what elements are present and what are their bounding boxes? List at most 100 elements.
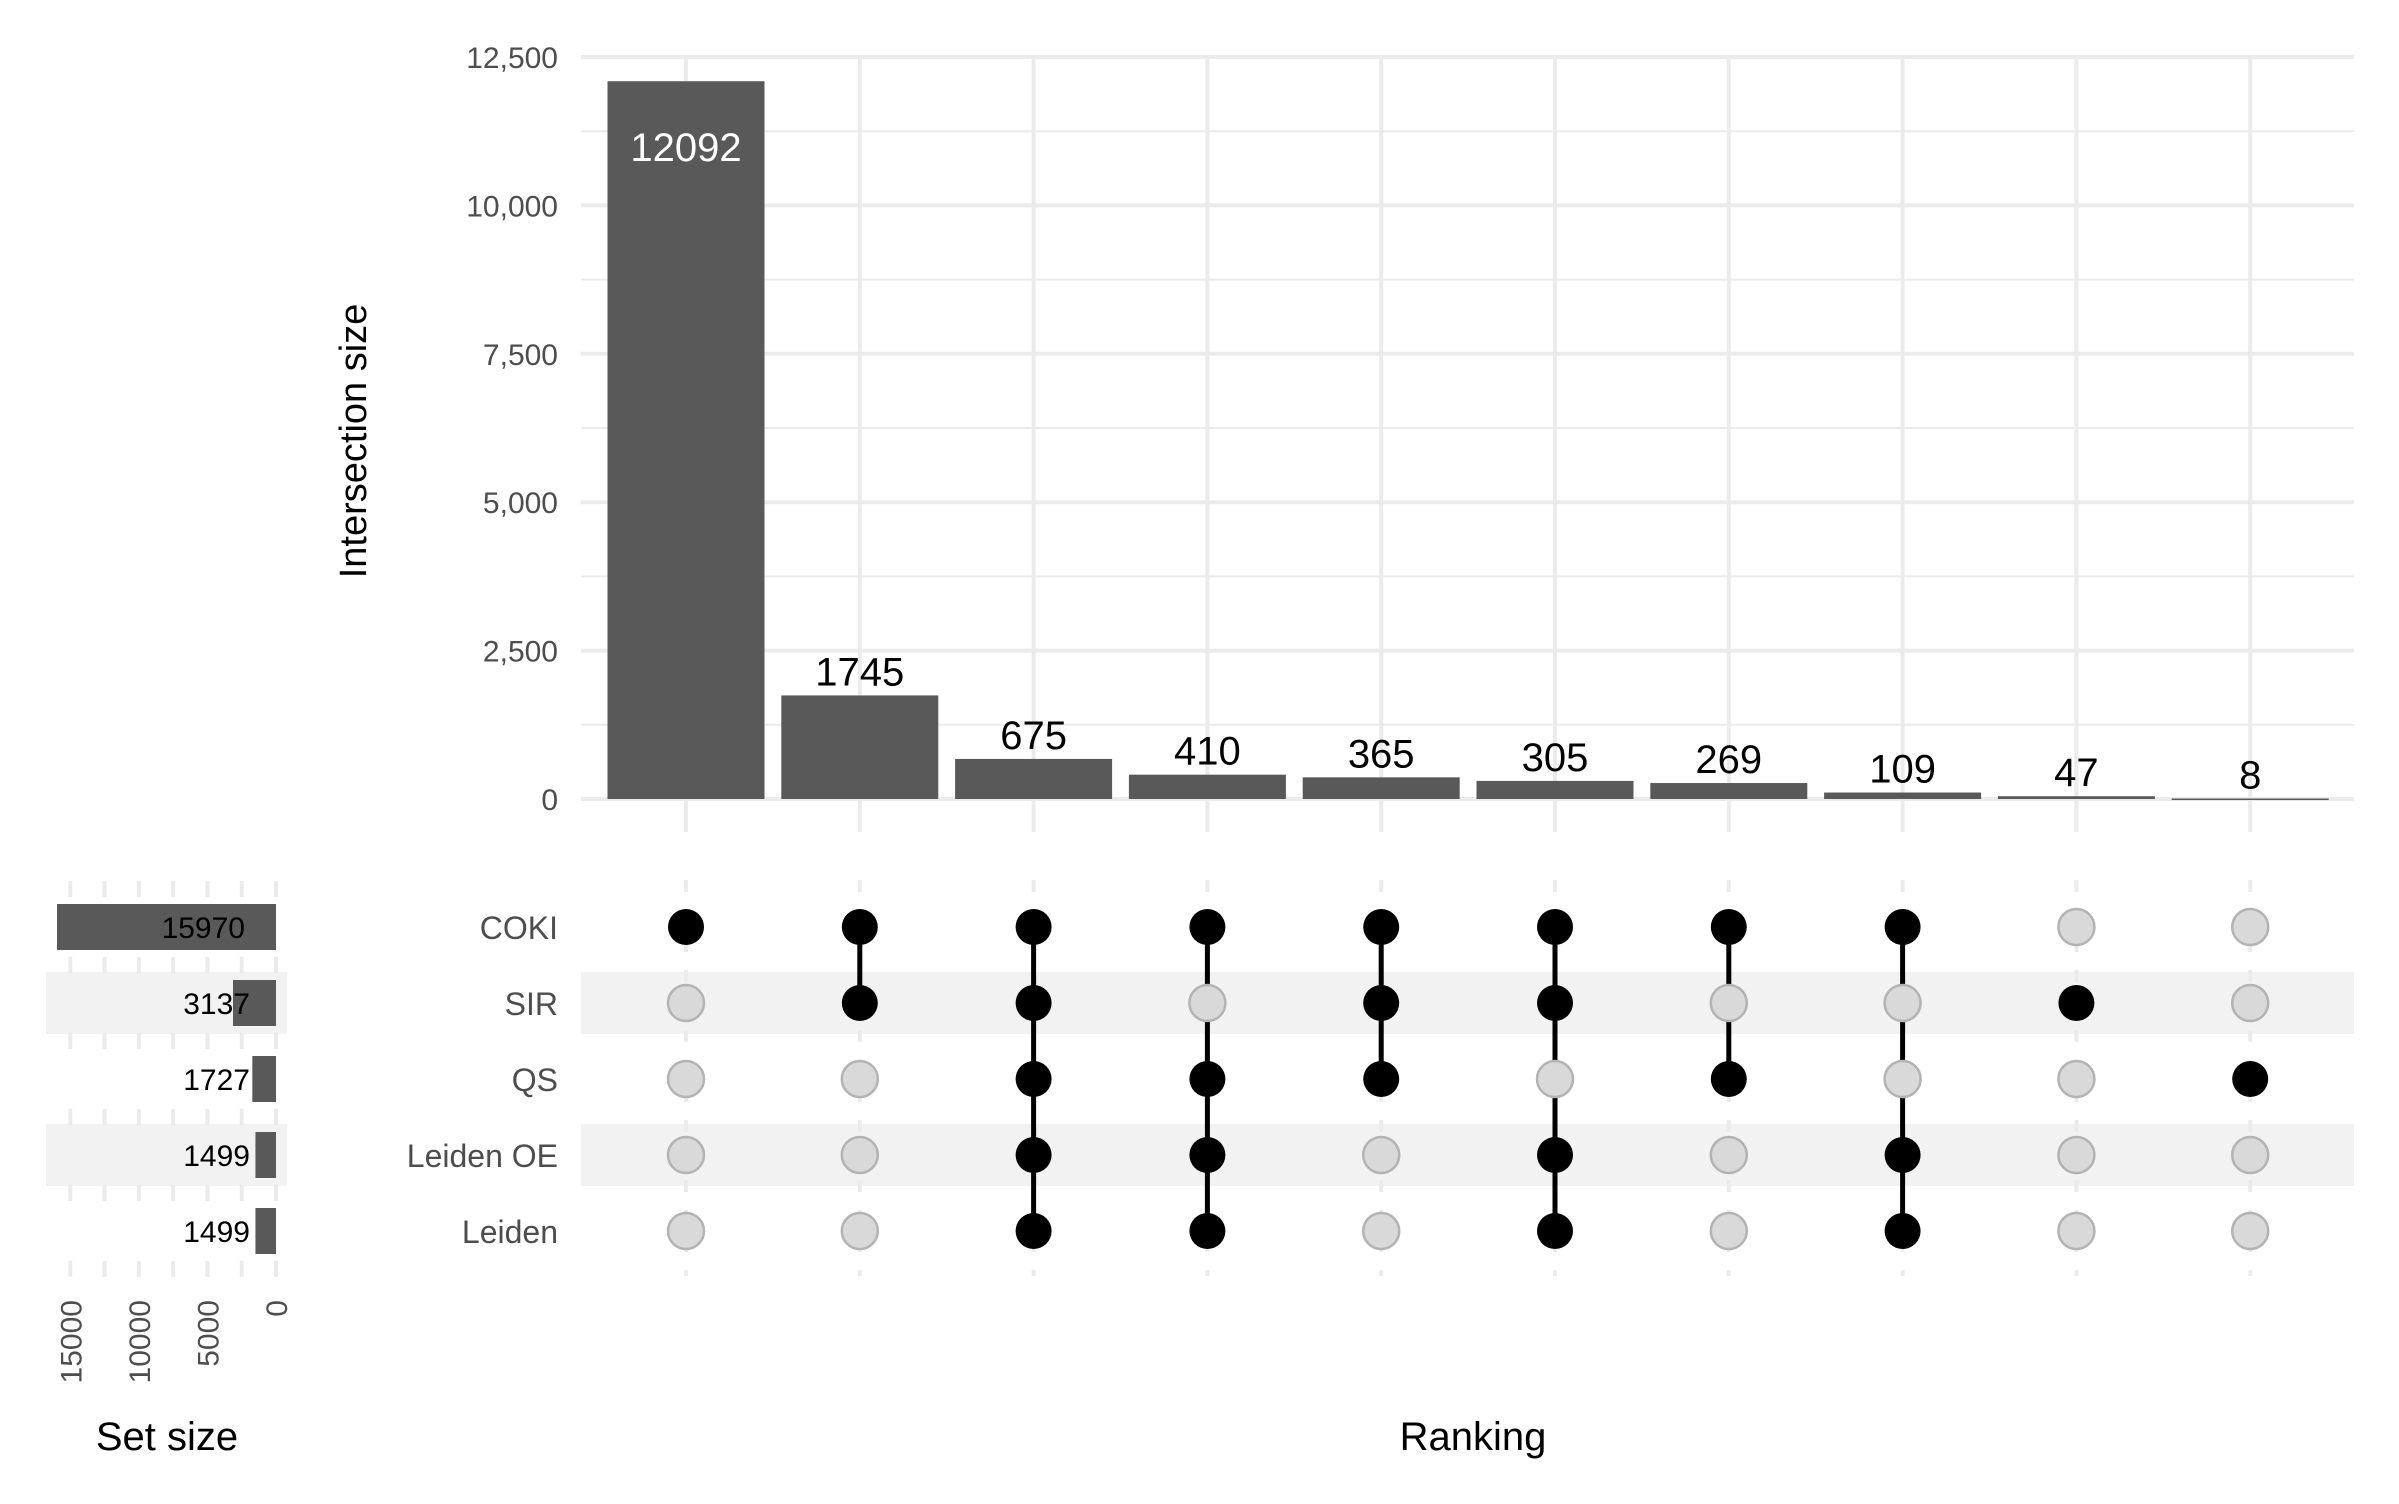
set-size-tick-label: 15000 xyxy=(55,1300,88,1383)
set-size-tick-label: 5000 xyxy=(192,1300,225,1367)
intersection-bar xyxy=(607,81,765,800)
matrix-dot-inactive xyxy=(1883,1059,1922,1099)
y-tick-label: 2,500 xyxy=(483,636,558,669)
matrix-dot-inactive xyxy=(666,1059,706,1099)
set-label: QS xyxy=(512,1062,558,1098)
matrix-dot-active xyxy=(1537,909,1573,945)
matrix-dot-inactive xyxy=(1535,1059,1575,1099)
set-label: COKI xyxy=(480,910,558,946)
matrix-dot-inactive xyxy=(666,1211,706,1251)
matrix-dot-inactive xyxy=(1361,1211,1401,1251)
matrix-dot-active xyxy=(1363,1061,1400,1097)
matrix-dot-active xyxy=(668,909,704,945)
intersection-bar-label: 8 xyxy=(2239,754,2261,798)
matrix-dot-active xyxy=(1537,1137,1573,1173)
matrix-dot-active xyxy=(1015,909,1052,945)
set-label: SIR xyxy=(505,986,558,1022)
set-size-tick-label: 10000 xyxy=(124,1300,157,1383)
y-tick-label: 7,500 xyxy=(483,339,558,372)
matrix-dot-inactive xyxy=(1709,1211,1749,1251)
set-label: Leiden xyxy=(462,1214,558,1250)
matrix-dot-inactive xyxy=(1709,1135,1749,1175)
matrix-dot-active xyxy=(1189,1137,1226,1173)
intersection-bar xyxy=(1650,783,1808,799)
matrix-dot-inactive xyxy=(1361,1135,1401,1175)
intersection-bar-label: 269 xyxy=(1695,738,1762,782)
matrix-dot-inactive xyxy=(2230,907,2270,947)
matrix-dot-inactive xyxy=(1883,983,1922,1023)
intersection-bar-label: 675 xyxy=(1000,714,1067,758)
matrix-dot-active xyxy=(841,909,878,945)
matrix-dot-active xyxy=(1189,1061,1226,1097)
y-tick-label: 12,500 xyxy=(466,42,558,75)
set-size-bar xyxy=(255,1208,276,1254)
y-tick-label: 0 xyxy=(541,784,558,817)
set-size-bar-label: 1499 xyxy=(183,1216,250,1249)
matrix-dot-active xyxy=(1015,1061,1052,1097)
matrix-dot-inactive xyxy=(2057,1211,2096,1251)
matrix-dot-active xyxy=(2058,985,2095,1021)
y-tick-label: 10,000 xyxy=(466,190,558,223)
matrix-dot-active xyxy=(1189,909,1226,945)
set-size-chart: 15970 3137 1727 1499 1499 0 5000 10000 15000 xyxy=(46,881,294,1383)
matrix-dot-active xyxy=(2232,1061,2269,1097)
set-size-bar-label: 1499 xyxy=(183,1140,250,1173)
matrix-dot-inactive xyxy=(840,1211,880,1251)
intersection-bar-label: 305 xyxy=(1522,736,1589,780)
set-size-bar xyxy=(57,904,276,950)
intersection-bar-label: 109 xyxy=(1869,748,1936,792)
set-size-row-stripe xyxy=(46,1124,287,1186)
set-size-axis-title: Set size xyxy=(96,1415,238,1459)
intersection-y-axis: 0 2,500 5,000 7,500 10,000 12,500 xyxy=(466,42,558,817)
set-size-bar xyxy=(232,980,276,1026)
matrix-dot-inactive xyxy=(2057,1135,2096,1175)
matrix-dot-active xyxy=(1884,1137,1921,1173)
intersection-bar-label: 12092 xyxy=(630,126,741,170)
intersection-bar xyxy=(1302,777,1460,799)
matrix-dot-active xyxy=(1537,1213,1573,1249)
intersection-size-axis-title: Intersection size xyxy=(333,304,375,579)
intersection-bar xyxy=(955,758,1113,799)
ranking-axis-title: Ranking xyxy=(1400,1415,1547,1459)
matrix-dot-inactive xyxy=(2230,1135,2270,1175)
matrix-dot-active xyxy=(1363,985,1400,1021)
intersection-bar-label: 365 xyxy=(1348,732,1415,776)
matrix-dot-active xyxy=(1710,909,1747,945)
matrix-dot-inactive xyxy=(666,983,706,1023)
matrix-dot-inactive xyxy=(1188,983,1227,1023)
set-label: Leiden OE xyxy=(407,1138,558,1174)
matrix-dot-active xyxy=(1884,909,1921,945)
matrix-dot-active xyxy=(1015,985,1052,1021)
matrix-dot-active xyxy=(1015,1213,1052,1249)
set-size-tick-label: 0 xyxy=(261,1300,294,1317)
set-size-bar-label: 15970 xyxy=(162,912,245,945)
matrix-dot-inactive xyxy=(1709,983,1749,1023)
intersection-bar xyxy=(1824,792,1982,799)
intersection-bar xyxy=(1997,796,2155,799)
intersection-matrix: COKI SIR QS Leiden OE Leiden xyxy=(407,880,2354,1276)
set-size-bar-label: 3137 xyxy=(183,988,250,1021)
intersection-bar-label: 1745 xyxy=(815,650,904,694)
matrix-dot-inactive xyxy=(2057,1059,2096,1099)
intersection-bar xyxy=(1476,780,1634,799)
intersection-bars: 12092 1745 675 410 365 305 269 109 47 8 xyxy=(607,81,2329,801)
matrix-dot-inactive xyxy=(2230,1211,2270,1251)
matrix-dot-active xyxy=(1884,1213,1921,1249)
intersection-bar-label: 47 xyxy=(2054,751,2099,795)
matrix-dot-active xyxy=(1537,985,1573,1021)
intersection-bar xyxy=(2171,798,2329,801)
matrix-dot-active xyxy=(1710,1061,1747,1097)
matrix-dot-inactive xyxy=(666,1135,706,1175)
set-size-bar xyxy=(252,1056,276,1102)
y-tick-label: 5,000 xyxy=(483,487,558,520)
matrix-dot-inactive xyxy=(840,1059,880,1099)
matrix-dot-inactive xyxy=(2057,907,2096,947)
set-size-bar-label: 1727 xyxy=(183,1064,250,1097)
matrix-dot-active xyxy=(1189,1213,1226,1249)
matrix-dot-active xyxy=(1015,1137,1052,1173)
intersection-bar xyxy=(781,695,939,799)
matrix-dot-inactive xyxy=(2230,983,2270,1023)
matrix-dot-active xyxy=(841,985,878,1021)
matrix-dot-active xyxy=(1363,909,1400,945)
